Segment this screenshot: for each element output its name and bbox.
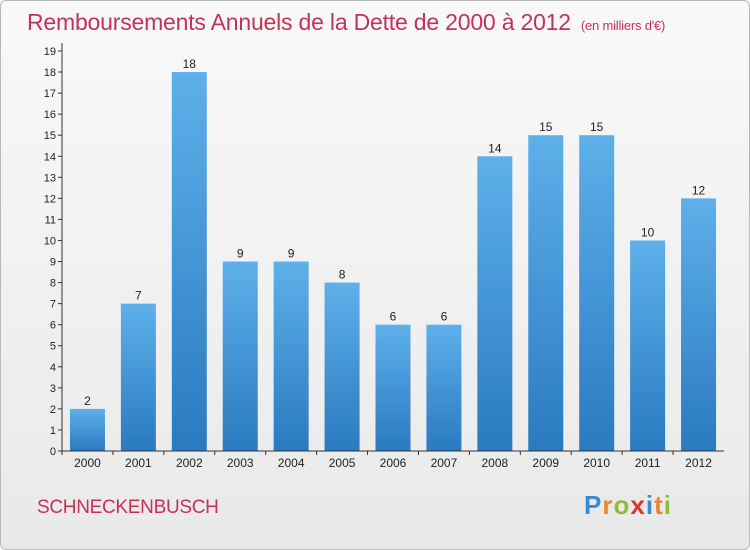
y-tick-label: 7 bbox=[50, 299, 56, 311]
x-tick-label: 2008 bbox=[481, 456, 508, 470]
x-tick-label: 2006 bbox=[380, 456, 407, 470]
y-tick-label: 11 bbox=[45, 214, 56, 226]
y-tick-label: 12 bbox=[44, 193, 56, 205]
bar bbox=[222, 261, 258, 451]
bar-value-label: 6 bbox=[390, 310, 397, 324]
bar bbox=[324, 282, 360, 451]
bar bbox=[69, 408, 105, 451]
bar-value-label: 14 bbox=[488, 141, 502, 155]
bar-value-label: 9 bbox=[237, 247, 244, 261]
x-tick-label: 2002 bbox=[176, 456, 203, 470]
y-tick-label: 2 bbox=[50, 404, 56, 416]
y-tick-label: 4 bbox=[50, 362, 56, 374]
y-tick-label: 18 bbox=[44, 67, 56, 79]
x-tick-label: 2011 bbox=[635, 456, 661, 470]
bar bbox=[528, 135, 564, 452]
y-tick-label: 8 bbox=[50, 278, 56, 290]
bar-value-label: 15 bbox=[539, 120, 553, 134]
bar-value-label: 12 bbox=[692, 183, 706, 197]
y-tick-label: 9 bbox=[50, 257, 56, 269]
bar bbox=[273, 261, 309, 451]
bar-value-label: 2 bbox=[84, 394, 91, 408]
commune-name: SCHNECKENBUSCH bbox=[37, 497, 219, 518]
y-tick-label: 14 bbox=[44, 151, 56, 163]
y-tick-label: 1 bbox=[50, 425, 56, 437]
bar-value-label: 10 bbox=[641, 225, 655, 239]
y-tick-label: 19 bbox=[44, 46, 56, 58]
bar bbox=[426, 324, 462, 451]
bar bbox=[681, 198, 717, 451]
bar-value-label: 6 bbox=[441, 310, 448, 324]
x-tick-label: 2000 bbox=[74, 456, 101, 470]
y-tick-label: 6 bbox=[50, 320, 56, 332]
bar bbox=[477, 156, 513, 451]
x-tick-label: 2010 bbox=[583, 456, 610, 470]
x-tick-label: 2003 bbox=[227, 456, 254, 470]
x-tick-label: 2012 bbox=[685, 456, 712, 470]
bar-value-label: 9 bbox=[288, 247, 295, 261]
x-tick-label: 2009 bbox=[532, 456, 559, 470]
y-tick-label: 17 bbox=[44, 88, 56, 100]
x-tick-label: 2005 bbox=[329, 456, 356, 470]
chart-title: Remboursements Annuels de la Dette de 20… bbox=[27, 9, 665, 36]
y-tick-label: 5 bbox=[50, 341, 56, 353]
bar bbox=[375, 324, 411, 451]
bar bbox=[120, 303, 156, 451]
proxiti-logo: Proxiti bbox=[584, 490, 672, 520]
x-tick-label: 2004 bbox=[278, 456, 305, 470]
y-tick-label: 0 bbox=[50, 446, 56, 458]
y-tick-label: 15 bbox=[44, 130, 56, 142]
y-tick-label: 3 bbox=[50, 383, 56, 395]
bar-value-label: 8 bbox=[339, 268, 346, 282]
bar bbox=[171, 72, 207, 451]
bar-value-label: 7 bbox=[135, 289, 142, 303]
y-tick-label: 16 bbox=[44, 109, 56, 121]
chart-title-text: Remboursements Annuels de la Dette de 20… bbox=[27, 9, 571, 35]
chart-subtitle: (en milliers d'€) bbox=[580, 18, 666, 33]
bar bbox=[579, 135, 615, 452]
x-tick-label: 2007 bbox=[431, 456, 458, 470]
bar-value-label: 18 bbox=[183, 57, 197, 71]
y-tick-label: 10 bbox=[44, 235, 56, 247]
x-tick-label: 2001 bbox=[125, 456, 152, 470]
bar-value-label: 15 bbox=[590, 120, 604, 134]
y-tick-label: 13 bbox=[44, 172, 56, 184]
bar bbox=[630, 240, 666, 451]
